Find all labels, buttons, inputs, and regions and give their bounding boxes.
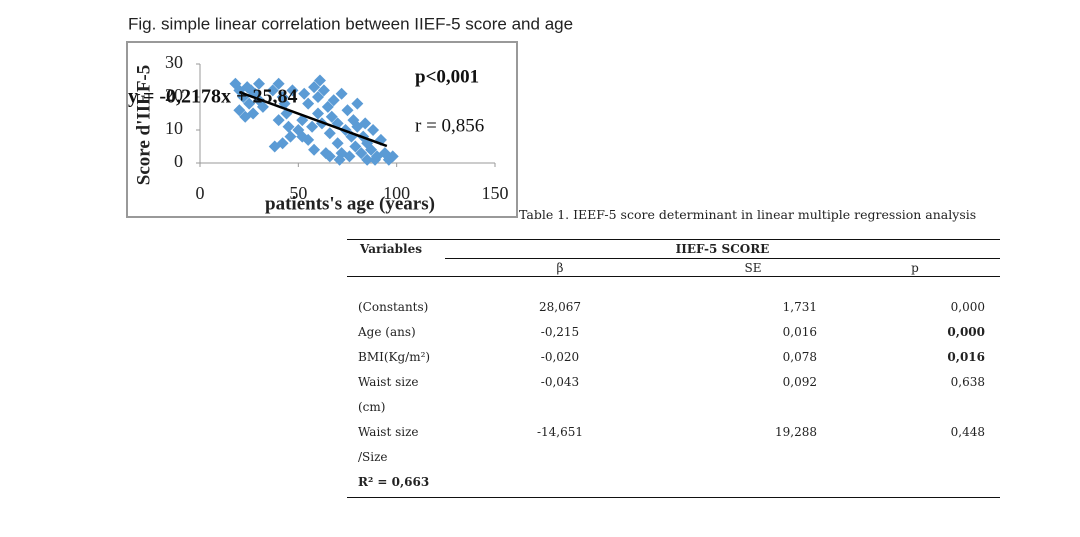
point (323, 150, 336, 163)
point (272, 114, 285, 127)
point (302, 97, 315, 110)
point (313, 74, 326, 87)
beta-cell: -0,020 (540, 350, 580, 364)
x-axis-label: patients's age (years) (265, 193, 435, 214)
point (276, 137, 289, 150)
point (253, 77, 265, 90)
point (327, 94, 340, 107)
point (321, 100, 334, 113)
trendline (238, 90, 388, 148)
chart-frame (126, 41, 518, 218)
point (298, 87, 311, 100)
x-tick-label: 150 (482, 183, 509, 203)
table-caption: Table 1. IEEF-5 score determinant in lin… (519, 207, 977, 222)
p-cell: 0,448 (950, 425, 985, 439)
point (282, 120, 295, 133)
point (272, 77, 285, 90)
p-cell: 0,000 (947, 325, 985, 339)
trendline-equation: y = -0,2178x + 25,84 (128, 86, 297, 108)
header: IIEF-5 SCORE (675, 242, 770, 256)
point (308, 81, 321, 94)
point (341, 104, 354, 117)
y-tick-label: 10 (165, 118, 183, 138)
se-cell: 1,731 (782, 300, 817, 314)
point (335, 87, 348, 100)
point (351, 97, 364, 110)
variable-cell: Waist size /Size (358, 425, 419, 464)
variable-cell: Waist size (cm) (358, 375, 419, 414)
table-footer: R² = 0,663 (358, 475, 430, 489)
subheader: SE (744, 261, 762, 275)
x-tick-label: 50 (289, 183, 307, 203)
point (243, 97, 256, 110)
subheader: β (556, 261, 564, 275)
se-cell: 0,016 (782, 325, 817, 339)
y-tick-label: 20 (165, 85, 183, 105)
point (233, 104, 246, 117)
point (308, 143, 321, 156)
p-cell: 0,016 (947, 350, 985, 364)
point (239, 110, 252, 123)
variable-cell: Age (ans) (358, 325, 416, 339)
table-rule (445, 258, 1000, 259)
se-cell: 0,078 (782, 350, 817, 364)
point (331, 137, 344, 150)
point (361, 153, 374, 166)
point (266, 84, 279, 97)
annotation: r = 0,856 (415, 115, 484, 136)
y-tick-label: 0 (174, 151, 183, 171)
x-tick-label: 0 (196, 183, 205, 203)
table-rule (347, 276, 1000, 277)
point (323, 127, 336, 140)
figure-caption: Fig. simple linear correlation between I… (128, 14, 573, 33)
point (286, 84, 299, 97)
se-cell: 19,288 (775, 425, 817, 439)
point (284, 130, 297, 143)
p-cell: 0,000 (950, 300, 985, 314)
beta-cell: -0,043 (540, 375, 580, 389)
beta-cell: -14,651 (536, 425, 584, 439)
point (312, 91, 324, 103)
x-tick-label: 100 (383, 183, 410, 203)
point (365, 143, 378, 156)
point (386, 150, 399, 163)
point (312, 107, 324, 120)
beta-cell: -0,215 (540, 325, 580, 339)
point (355, 147, 368, 160)
table-rule (347, 239, 1000, 240)
y-axis-label: Score d'IIEF-5 (133, 65, 154, 186)
header: Variables (360, 242, 422, 256)
point (359, 117, 372, 130)
point (256, 100, 269, 113)
point (369, 153, 382, 166)
table: Table 1. IEEF-5 score determinant in lin… (347, 0, 1000, 537)
point (325, 110, 338, 123)
annotation: p<0,001 (415, 66, 479, 87)
p-cell: 0,638 (950, 375, 985, 389)
point (317, 84, 330, 97)
point (296, 130, 309, 143)
table-rule (347, 497, 1000, 498)
point (343, 150, 356, 163)
beta-cell: 28,067 (539, 300, 581, 314)
point (349, 140, 362, 153)
point (306, 120, 319, 133)
variable-cell: (Constants) (358, 300, 429, 314)
se-cell: 0,092 (782, 375, 817, 389)
point (333, 153, 346, 166)
variable-cell: BMI(Kg/m²) (358, 350, 431, 364)
point (245, 84, 258, 97)
point (367, 124, 380, 136)
subheader: p (911, 261, 919, 275)
y-tick-label: 30 (165, 52, 183, 72)
